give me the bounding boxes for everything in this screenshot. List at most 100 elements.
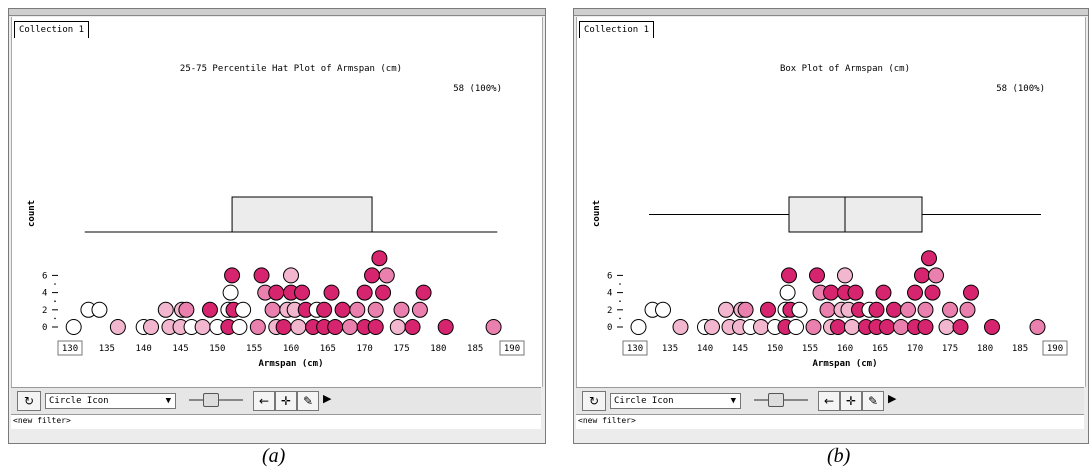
data-point [928,267,944,284]
data-point [760,301,776,318]
crosshair-icon[interactable]: ✛ [275,391,297,411]
x-tick-label: 180 [430,344,446,354]
x-tick-box [1042,340,1068,356]
y-tick-label: 0 [607,323,612,333]
data-point [984,319,1000,335]
play-icon[interactable]: ▶ [323,392,332,405]
data-point [718,301,734,318]
x-axis-label: Armspan (cm) [812,359,877,369]
data-point [788,319,804,335]
data-point [91,301,108,318]
data-point [341,319,358,335]
collection-tab[interactable]: Collection 1 [579,21,655,38]
plot-title: 25-75 Percentile Hat Plot of Armspan (cm… [180,64,402,74]
x-tick-box [57,340,83,356]
y-minor-tick [619,317,621,320]
data-point [327,319,344,335]
collection-tab[interactable]: Collection 1 [14,21,90,38]
plot-area: Collection 1 25-75 Percentile Hat Plot o… [11,17,543,387]
x-tick-label: 140 [697,344,713,354]
data-point [830,319,846,335]
marker-select[interactable]: Circle Icon ▼ [610,393,741,409]
slider-thumb-icon[interactable] [768,393,784,407]
arrow-left-icon[interactable]: ← [818,391,840,411]
x-tick-label: 130 [62,344,78,354]
data-point [253,267,270,284]
x-tick-label: 170 [907,344,923,354]
data-point [844,319,860,335]
data-point [290,319,307,335]
rescale-button[interactable]: ↻ [17,391,41,411]
x-tick-label: 150 [209,344,225,354]
data-point [655,301,671,318]
toolbar: ↻ Circle Icon ▼ ← ✛ ✎ ▶ [576,387,1084,414]
x-tick-label: 145 [732,344,748,354]
data-point [485,319,502,335]
data-point [779,284,796,301]
caption: (a) [262,445,286,467]
pencil-icon[interactable]: ✎ [862,391,884,411]
x-tick-label: 140 [136,344,152,354]
data-point [917,319,934,335]
size-slider[interactable] [754,393,808,407]
x-tick-box [499,340,525,356]
marker-select-label: Circle Icon [614,396,674,406]
y-tick-label: 6 [607,271,612,281]
x-tick-label: 180 [977,344,993,354]
marker-select[interactable]: Circle Icon ▼ [45,393,176,409]
y-minor-tick [619,283,621,285]
size-slider[interactable] [189,393,243,407]
data-point [411,301,428,318]
window-frame: Collection 1 25-75 Percentile Hat Plot o… [8,8,546,444]
x-tick-label: 150 [767,344,783,354]
data-point [823,284,839,301]
pencil-icon[interactable]: ✎ [297,391,319,411]
data-point [371,250,388,267]
x-tick-label: 160 [283,344,299,354]
data-point [924,284,941,301]
data-point [704,319,720,335]
data-point [900,301,916,318]
x-tick-label: 170 [357,344,373,354]
window-title-strip [574,9,1088,16]
data-point [875,284,892,301]
filter-field[interactable]: <new filter> [576,414,1084,429]
x-tick-label: 135 [99,344,115,354]
chevron-down-icon: ▼ [730,396,736,406]
data-point [393,301,410,318]
toolbar: ↻ Circle Icon ▼ ← ✛ ✎ ▶ [11,387,541,414]
data-point [938,319,955,335]
data-point [356,284,373,301]
box [788,196,923,233]
data-point [231,319,248,335]
x-tick-label: 165 [872,344,888,354]
data-point [201,301,218,318]
y-tick-label: 4 [42,289,47,299]
data-point [364,267,381,284]
panel-b: Collection 1 Box Plot of Armspan (cm) 58 … [573,8,1089,467]
slider-thumb-icon[interactable] [203,393,219,407]
y-tick-label: 0 [42,323,47,333]
data-point [367,301,384,318]
data-point [809,267,825,284]
window-title-strip [9,9,545,16]
data-point [868,301,885,318]
panel-a: Collection 1 25-75 Percentile Hat Plot o… [8,8,546,467]
crosshair-icon[interactable]: ✛ [840,391,862,411]
data-point [249,319,266,335]
data-point [917,301,934,318]
data-point [907,284,923,301]
arrow-left-icon[interactable]: ← [253,391,275,411]
play-icon[interactable]: ▶ [888,392,897,405]
data-point [952,319,969,335]
count-label: 58 (100%) [453,84,502,94]
filter-field[interactable]: <new filter> [11,414,541,429]
data-point [942,301,958,318]
data-point [349,301,366,318]
rescale-button[interactable]: ↻ [582,391,606,411]
x-tick-label: 135 [662,344,678,354]
data-point [672,319,689,335]
data-point [837,267,853,284]
y-minor-tick [619,300,621,303]
chevron-down-icon: ▼ [165,396,171,406]
